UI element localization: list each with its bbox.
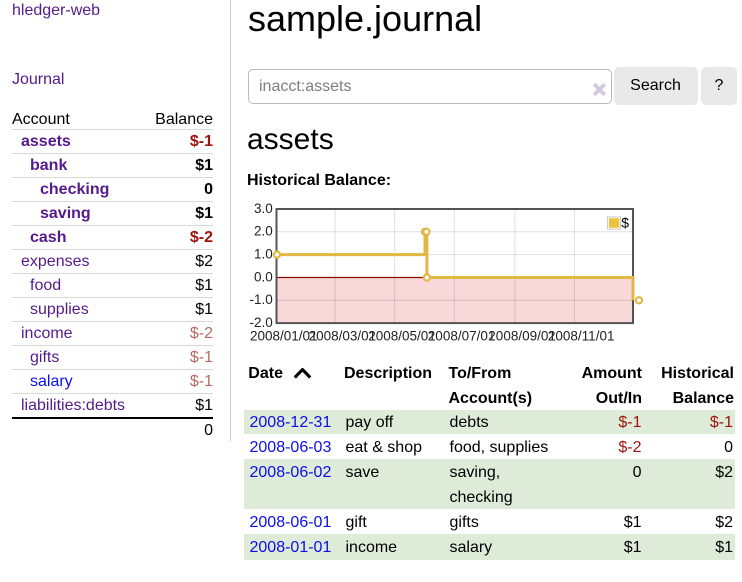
svg-text:$: $ <box>621 215 629 231</box>
svg-text:-1.0: -1.0 <box>250 292 273 307</box>
svg-text:-2.0: -2.0 <box>250 315 273 330</box>
svg-text:1.0: 1.0 <box>254 247 273 262</box>
svg-text:0.0: 0.0 <box>254 269 273 284</box>
svg-text:2.0: 2.0 <box>254 224 273 239</box>
svg-text:2008/11/01: 2008/11/01 <box>548 329 615 344</box>
svg-text:2008/03/01: 2008/03/01 <box>309 329 377 344</box>
svg-text:2008/01/01: 2008/01/01 <box>250 329 318 344</box>
svg-text:3.0: 3.0 <box>254 201 273 216</box>
svg-text:2008/07/01: 2008/07/01 <box>428 329 496 344</box>
svg-text:2008/09/01: 2008/09/01 <box>488 329 556 344</box>
svg-text:2008/05/01: 2008/05/01 <box>368 329 436 344</box>
